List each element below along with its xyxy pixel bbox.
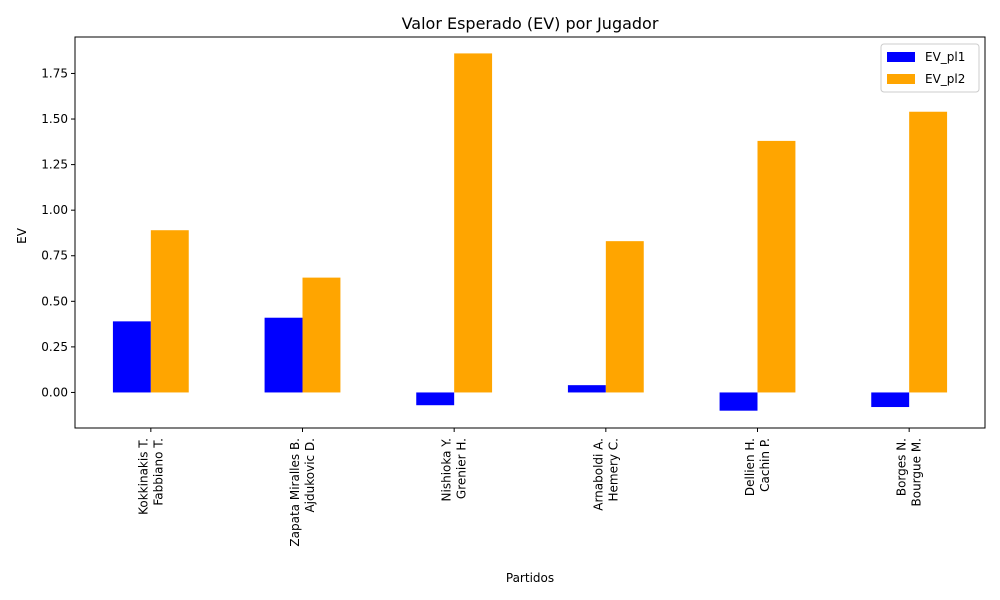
chart-title: Valor Esperado (EV) por Jugador	[402, 14, 659, 33]
y-tick-label: 1.50	[41, 112, 68, 126]
x-tick-label: Borges N. Bourgue M.	[895, 438, 924, 507]
legend-label: EV_pl1	[925, 50, 965, 64]
x-tick-label-line: Hemery C.	[606, 438, 620, 502]
x-tick-label-line: Zapata Miralles B.	[288, 438, 302, 547]
bar-ev-pl1	[871, 392, 910, 408]
bar-ev-pl1	[112, 321, 151, 393]
plot-area: 0.00 0.25 0.50 0.75 1.00 1.25 1.50 1.75 Kokkinak…	[41, 36, 986, 547]
legend: EV_pl1 EV_pl2	[880, 43, 980, 93]
bar-ev-pl2	[757, 140, 796, 393]
x-tick-label-line: Grenier H.	[455, 438, 469, 499]
bar-ev-pl1	[719, 392, 758, 411]
x-tick-label-line: Dellien H.	[743, 438, 757, 496]
y-tick-label: 0.25	[41, 340, 68, 354]
x-tick-label: Arnaboldi A. Hemery C.	[591, 438, 620, 511]
y-tick-label: 0.00	[41, 385, 68, 399]
axes-frame	[74, 36, 986, 429]
x-tick-label: Dellien H. Cachin P.	[743, 438, 772, 496]
y-tick-label: 1.25	[41, 158, 68, 172]
bar-ev-pl1	[264, 317, 303, 393]
bar-ev-pl1	[416, 392, 455, 406]
x-tick-label-line: Borges N.	[895, 438, 909, 496]
bar-ev-pl2	[605, 241, 644, 393]
bar-ev-pl2	[150, 230, 189, 393]
y-tick-label: 1.75	[41, 66, 68, 80]
y-axis-label: EV	[15, 227, 29, 244]
x-tick-label-line: Cachin P.	[758, 438, 772, 492]
legend-swatch	[887, 74, 915, 84]
x-tick-label-line: Bourgue M.	[910, 438, 924, 507]
x-tick-label-line: Ajdukovic D.	[303, 438, 317, 513]
legend-label: EV_pl2	[925, 72, 965, 86]
x-tick-label-line: Kokkinakis T.	[136, 438, 150, 515]
legend-swatch	[887, 52, 915, 62]
x-tick-label-line: Nishioka Y.	[440, 438, 454, 501]
bar-ev-pl2	[302, 277, 341, 393]
x-tick-label: Nishioka Y. Grenier H.	[440, 438, 469, 501]
x-tick-label-line: Fabbiano T.	[151, 438, 165, 506]
y-tick-label: 0.75	[41, 249, 68, 263]
x-tick-label: Zapata Miralles B. Ajdukovic D.	[288, 438, 317, 547]
x-tick-label: Kokkinakis T. Fabbiano T.	[136, 438, 165, 515]
bar-ev-pl2	[909, 111, 948, 393]
x-axis-label: Partidos	[506, 571, 554, 585]
y-tick-label: 1.00	[41, 203, 68, 217]
bar-ev-pl2	[454, 53, 493, 393]
x-tick-label-line: Arnaboldi A.	[591, 438, 605, 511]
bar-ev-pl1	[567, 385, 606, 393]
y-tick-label: 0.50	[41, 294, 68, 308]
